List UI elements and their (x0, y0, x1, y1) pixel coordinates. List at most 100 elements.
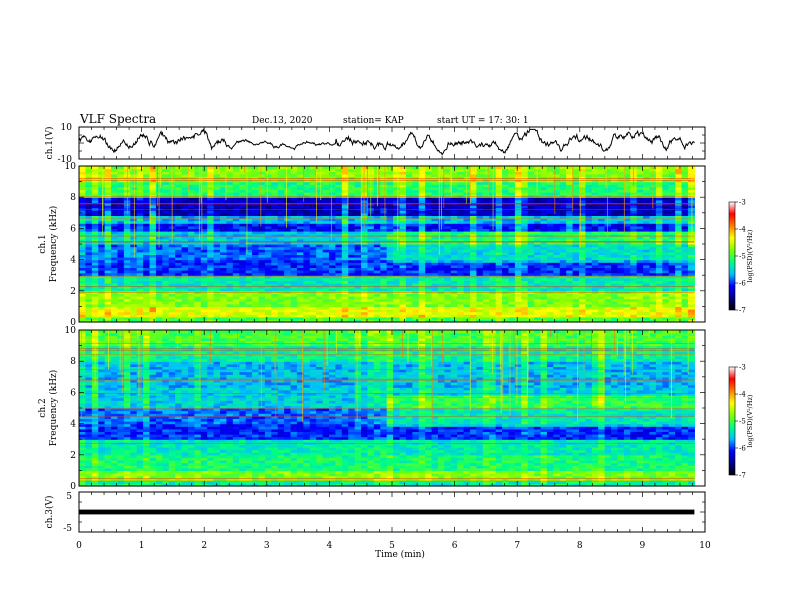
ch1-spectrogram-cell (668, 296, 676, 300)
ch1-spectrogram-cell (687, 280, 695, 284)
ch1-spectrogram-cell (393, 316, 401, 320)
ch1-spectrogram-cell (412, 311, 420, 315)
ch1-spectrogram-cell (566, 319, 574, 323)
ch1-spectrogram-cell (239, 288, 247, 292)
ch1-spectrogram-cell (566, 283, 574, 287)
ch1-spectrogram-cell (277, 285, 285, 289)
ch1-spectrogram-cell (162, 285, 170, 289)
ch1-spectrogram-cell (540, 285, 548, 289)
ch1-spectrogram-cell (85, 288, 93, 292)
ch1-spectrogram-cell (687, 303, 695, 307)
ch1-spectrogram-cell (604, 314, 612, 318)
ch1-spectrogram-cell (213, 277, 221, 281)
ch1-spectrogram-cell (354, 316, 362, 320)
ch1-spectrogram-cell (284, 288, 292, 292)
ch1-spectrogram-cell (258, 309, 266, 313)
ch1-spectrogram-cell (527, 298, 535, 302)
ch1-spectrogram-cell (361, 301, 369, 305)
ch1-spectrogram-cell (495, 314, 503, 318)
ch1-spectrogram-cell (264, 283, 272, 287)
ch1-spectrogram-cell (578, 311, 586, 315)
ch1-spectrogram-cell (514, 280, 522, 284)
ch1-spectrogram-cell (655, 309, 663, 313)
ch1-spectrogram-cell (361, 316, 369, 320)
ch1-spectrogram-cell (187, 311, 195, 315)
ch1-spectrogram-cell (316, 306, 324, 310)
ch1-spectrogram-cell (463, 285, 471, 289)
ch1-spectrogram-cell (431, 319, 439, 323)
ch1-spectrogram-cell (328, 311, 336, 315)
ch1-spectrogram-cell (277, 298, 285, 302)
ch1-spectrogram-cell (380, 285, 388, 289)
ch1-spectrogram-cell (655, 298, 663, 302)
ch1-spectrogram-cell (521, 298, 529, 302)
ch1-spectrogram-cell (521, 311, 529, 315)
ch1-spectrogram-cell (175, 296, 183, 300)
ch1-spectrogram-cell (341, 316, 349, 320)
ch1-spectrogram-cell (585, 280, 593, 284)
ch1-spectrogram-cell (168, 306, 176, 310)
ch1-spectrogram-cell (572, 309, 580, 313)
ch1-spectrogram-cell (322, 314, 330, 318)
ch1-spectrogram-cell (271, 301, 279, 305)
ch1-spectrogram-cell (572, 283, 580, 287)
ch1-spectrogram-cell (316, 301, 324, 305)
ch1-spectrogram-cell (162, 280, 170, 284)
ch1-spectrogram-cell (623, 303, 631, 307)
ch1-spectrogram-cell (566, 306, 574, 310)
ch1-spectrogram-cell (636, 301, 644, 305)
ch1-spectrogram-cell (687, 285, 695, 289)
ch1-spectrogram-cell (303, 306, 311, 310)
ch1-spectrogram-cell (508, 311, 516, 315)
ch1-spectrogram-cell (457, 296, 465, 300)
ch1-spectrogram-cell (630, 285, 638, 289)
ch1-spectrogram-cell (316, 303, 324, 307)
ch1-spectrogram-cell (591, 306, 599, 310)
ch1-spectrogram-cell (578, 288, 586, 292)
ch1-spectrogram-cell (489, 314, 497, 318)
ch1-spectrogram-cell (514, 306, 522, 310)
ch1-spectrogram-cell (367, 285, 375, 289)
ch1-spectrogram-cell (405, 288, 413, 292)
ch1-spectrogram-cell (303, 277, 311, 281)
ch1-spectrogram-cell (598, 314, 606, 318)
ch1-spectrogram-cell (636, 288, 644, 292)
ch1-spectrogram-cell (380, 283, 388, 287)
ch1-spectrogram-cell (341, 288, 349, 292)
ch1-spectrogram-cell (200, 298, 208, 302)
ch1-spectrogram-cell (117, 280, 125, 284)
ch1-spectrogram-cell (149, 309, 157, 313)
ch1-spectrogram-cell (367, 293, 375, 297)
ch1-spectrogram-cell (220, 288, 228, 292)
ch1-spectrogram-cell (155, 314, 163, 318)
ch1-spectrogram-cell (175, 309, 183, 313)
ch1-spectrogram-cell (412, 293, 420, 297)
ch1-spectrogram-cell (252, 301, 260, 305)
ch1-spectrogram-cell (303, 285, 311, 289)
ch1-spectrogram-cell (476, 298, 484, 302)
ch1-spectrogram-cell (508, 285, 516, 289)
ch1-spectrogram-cell (495, 277, 503, 281)
ch1-spectrogram-cell (155, 301, 163, 305)
ch1-spectrogram-cell (271, 306, 279, 310)
ch1-spectrogram-cell (175, 319, 183, 323)
ch1-spectrogram-cell (79, 316, 87, 320)
ch1-spectrogram-cell (489, 296, 497, 300)
ch1-spectrogram-cell (578, 314, 586, 318)
ch1-spectrogram-cell (450, 293, 458, 297)
ch1-spectrogram-cell (117, 293, 125, 297)
ch1-spectrogram-cell (130, 301, 138, 305)
ch1-spectrogram-cell (675, 277, 683, 281)
ch1-spectrogram-cell (514, 316, 522, 320)
ch1-spectrogram-cell (277, 277, 285, 281)
ch1-spectrogram-cell (437, 303, 445, 307)
ch1-spectrogram-cell (79, 319, 87, 323)
ch1-spectrogram-cell (655, 280, 663, 284)
ch1-spectrogram-cell (546, 283, 554, 287)
ch1-spectrogram-cell (534, 298, 542, 302)
ch1-spectrogram-cell (559, 283, 567, 287)
ch1-spectrogram-cell (117, 306, 125, 310)
ch1-spectrogram-cell (303, 316, 311, 320)
ch1-spectrogram-cell (91, 272, 99, 276)
ch1-spectrogram-cell (572, 303, 580, 307)
